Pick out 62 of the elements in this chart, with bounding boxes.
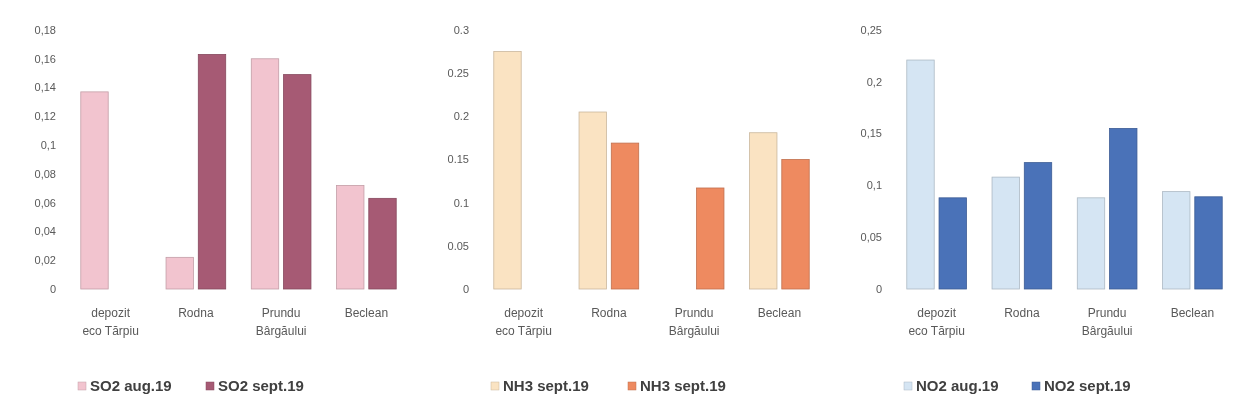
bar	[578, 111, 607, 290]
legend-label: NO2 aug.19	[916, 377, 999, 394]
y-tick-label: 0,12	[34, 110, 56, 123]
x-tick-label: Rodna	[1004, 306, 1040, 320]
y-tick-label: 0	[462, 282, 469, 295]
y-tick-label: 0,04	[34, 225, 56, 238]
legend-label: SO2 aug.19	[90, 377, 172, 394]
y-tick-label: 0.15	[447, 153, 469, 166]
bar	[991, 176, 1020, 290]
bar	[781, 159, 810, 290]
y-tick-label: 0	[49, 282, 56, 295]
bar	[165, 256, 194, 290]
bar	[1194, 196, 1223, 290]
bar	[336, 185, 365, 290]
bar	[1162, 191, 1191, 290]
y-tick-label: 0,1	[40, 138, 56, 151]
y-tick-label: 0,02	[34, 254, 56, 267]
legend-label: SO2 sept.19	[218, 377, 304, 394]
bar	[938, 197, 967, 290]
y-tick-label: 0,08	[34, 167, 56, 180]
y-tick-label: 0,14	[34, 81, 56, 94]
x-tick-label: Beclean	[757, 306, 802, 320]
bar	[283, 74, 312, 290]
bar	[749, 132, 778, 290]
bar	[250, 58, 280, 290]
y-tick-label: 0.3	[453, 23, 469, 36]
y-tick-label: 0,1	[866, 179, 882, 192]
bar	[1076, 197, 1106, 290]
x-tick-label: depozit eco Tărpiu	[82, 306, 139, 338]
x-tick-label: depozit eco Tărpiu	[908, 306, 965, 338]
x-tick-label: Prundu Bârgăului	[668, 306, 720, 338]
legend-label: NH3 sept.19	[640, 377, 726, 394]
y-tick-label: 0,16	[34, 52, 56, 65]
y-tick-label: 0,05	[860, 231, 882, 244]
y-tick-label: 0,2	[866, 75, 882, 88]
y-tick-label: 0.05	[447, 239, 469, 252]
bar	[197, 54, 227, 290]
y-tick-label: 0.2	[453, 110, 469, 123]
bar	[906, 59, 935, 290]
legend-label: NH3 sept.19	[503, 377, 589, 394]
y-tick-label: 0,18	[34, 23, 56, 36]
y-tick-label: 0,25	[860, 23, 882, 36]
x-tick-label: Rodna	[591, 306, 627, 320]
x-tick-label: depozit eco Tărpiu	[495, 306, 552, 338]
bar	[80, 91, 109, 290]
y-tick-label: 0	[875, 282, 882, 295]
bar	[696, 187, 725, 290]
bar	[610, 142, 640, 290]
y-tick-label: 0,06	[34, 196, 56, 209]
y-tick-label: 0,15	[860, 127, 882, 140]
x-tick-label: Beclean	[1170, 306, 1215, 320]
x-tick-label: Prundu Bârgăului	[255, 306, 307, 338]
x-tick-label: Rodna	[178, 306, 214, 320]
bar	[1109, 128, 1138, 290]
y-tick-label: 0.25	[447, 67, 469, 80]
y-tick-label: 0.1	[453, 196, 469, 209]
x-tick-label: Prundu Bârgăului	[1081, 306, 1133, 338]
bar	[368, 197, 397, 290]
bar	[493, 51, 522, 290]
legend-label: NO2 sept.19	[1044, 377, 1131, 394]
x-tick-label: Beclean	[344, 306, 389, 320]
bar	[1023, 162, 1053, 290]
